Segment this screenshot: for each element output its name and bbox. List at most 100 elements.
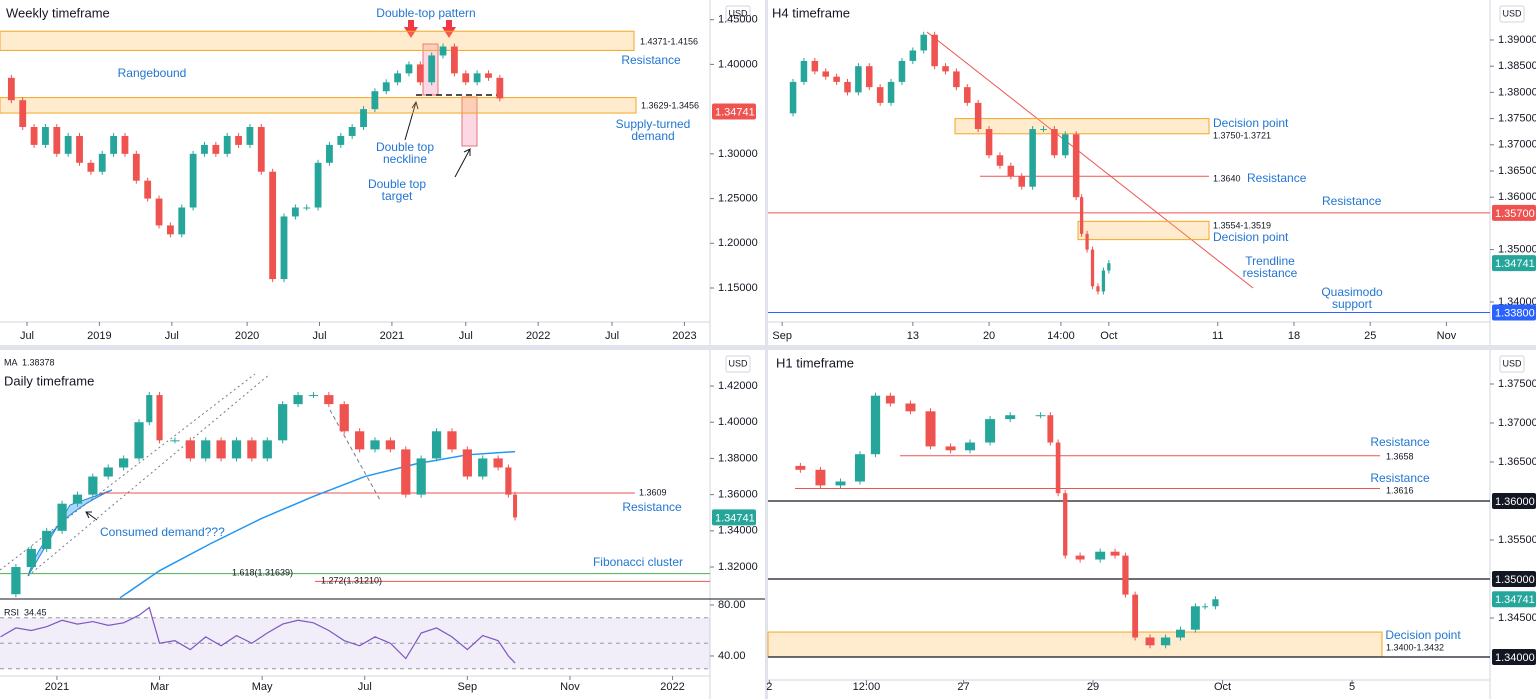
pointer: [454, 148, 471, 178]
candle: [11, 567, 21, 595]
price-tag-label: 1.34741: [715, 106, 755, 118]
candle: [1063, 493, 1068, 556]
candle: [909, 50, 917, 61]
zone: [0, 97, 637, 114]
price-tag: [1492, 204, 1536, 221]
annotation: Consumed demand???: [100, 525, 225, 539]
x-tick-label: Jul: [20, 330, 34, 342]
rsi-line: [0, 606, 516, 664]
candle: [513, 494, 518, 518]
candle: [1007, 165, 1015, 177]
zone-label: 1.4371-1.4156: [640, 36, 698, 46]
x-tick-label: 2: [766, 681, 772, 693]
candle: [216, 440, 226, 459]
x-tick-label: Oct: [1100, 330, 1117, 342]
price-tag-label: 1.33800: [1495, 307, 1535, 319]
candle: [822, 71, 829, 77]
annotation: Trendline: [1245, 254, 1295, 268]
annotation: Decision point: [1213, 230, 1289, 244]
candle: [337, 135, 345, 145]
level-label: 1.272(1.31210): [321, 575, 382, 585]
y-tick-label: 1.32000: [718, 561, 758, 573]
chart-title: Daily timeframe: [4, 373, 94, 388]
candle: [1075, 555, 1085, 560]
candle: [974, 102, 982, 130]
channel-line: [329, 409, 381, 501]
candle: [887, 81, 895, 103]
annotation: Resistance: [1370, 435, 1430, 449]
price-tag-label: 1.34000: [1495, 652, 1535, 664]
candle: [876, 87, 884, 103]
x-tick-label: Oct: [1214, 681, 1231, 693]
candle: [269, 171, 277, 280]
currency: USD: [1502, 358, 1522, 368]
candle: [844, 81, 851, 93]
price-tag: [1492, 304, 1536, 321]
candle: [314, 162, 322, 208]
candle: [42, 530, 52, 549]
y-tick-label: 1.15000: [718, 282, 758, 294]
y-tick-label: 1.34000: [718, 525, 758, 537]
currency: USD: [728, 358, 748, 368]
x-tick-label: Jul: [312, 330, 326, 342]
x-tick-label: 25: [1364, 330, 1376, 342]
candle: [1176, 629, 1185, 638]
x-tick-label: Sep: [772, 330, 792, 342]
annotation: Double top: [376, 140, 434, 154]
y-tick-label: 1.38000: [1498, 86, 1536, 98]
chart-title: H4 timeframe: [772, 5, 850, 20]
candle: [1190, 606, 1200, 630]
x-tick-label: 20: [983, 330, 995, 342]
price-tag-label: 1.34741: [715, 512, 755, 524]
candle: [308, 395, 319, 397]
level-label: 1.3616: [1386, 485, 1414, 495]
x-tick-label: Mar: [150, 681, 169, 693]
candle: [1055, 442, 1061, 494]
y-tick-label: 1.35500: [1498, 534, 1536, 546]
candle: [110, 135, 118, 154]
arrow-marker: [404, 20, 418, 38]
currency-box: [725, 355, 751, 373]
candle: [303, 207, 311, 209]
candle: [428, 55, 436, 83]
price-tag: [1492, 648, 1536, 665]
price-tag: [712, 509, 756, 526]
candle: [394, 73, 402, 83]
candle: [505, 467, 512, 495]
candle: [1096, 286, 1100, 292]
x-tick-label: 13: [907, 330, 919, 342]
candle: [146, 395, 153, 423]
level-label: 1.618(1.31639): [232, 567, 293, 577]
zone: [1077, 220, 1210, 241]
candle: [811, 60, 819, 72]
x-tick-label: 14:00: [1047, 330, 1075, 342]
zone-label: 1.3629-1.3456: [641, 100, 699, 110]
candle: [293, 395, 303, 405]
candle: [339, 404, 349, 432]
candle: [462, 449, 472, 477]
y-tick-label: 1.36000: [1498, 191, 1536, 203]
candle: [789, 81, 797, 114]
candle: [835, 481, 846, 486]
candle: [385, 440, 396, 450]
candle: [170, 440, 180, 442]
annotation: support: [1332, 297, 1373, 311]
x-tick-label: 2022: [526, 330, 550, 342]
x-tick-label: Jul: [459, 330, 473, 342]
annotation: Fibonacci cluster: [593, 555, 683, 569]
candle: [898, 60, 906, 82]
candle: [416, 458, 426, 495]
y-tick-label: 1.39000: [1498, 34, 1536, 46]
candle: [439, 46, 447, 56]
candle: [1101, 270, 1106, 292]
candle: [246, 127, 254, 145]
x-tick-label: 2019: [87, 330, 111, 342]
candle: [931, 34, 938, 67]
arrow-marker: [442, 20, 456, 38]
y-tick-label: 1.36000: [718, 489, 758, 501]
candle: [26, 548, 36, 568]
candle: [1047, 415, 1054, 443]
currency: USD: [1502, 8, 1522, 18]
candle: [166, 225, 174, 235]
